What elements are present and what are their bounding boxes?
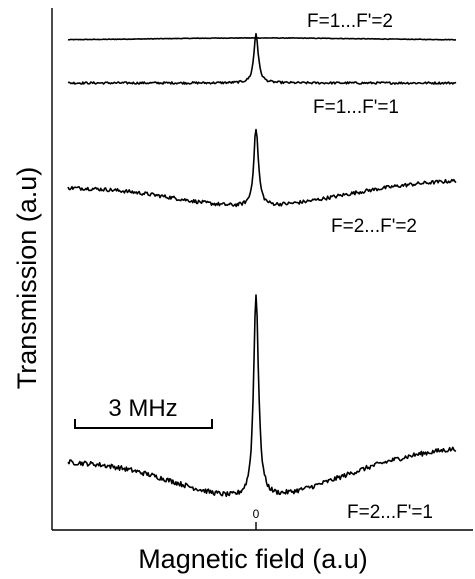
y-axis-label: Transmission (a.u) — [12, 167, 42, 390]
scale-bar-label: 3 MHz — [108, 395, 177, 422]
series-trace-2 — [67, 32, 457, 85]
series-label-2: F=1...F'=1 — [313, 97, 399, 118]
series-label-1: F=1...F'=2 — [307, 11, 393, 32]
series-trace-4 — [67, 294, 457, 498]
series-trace-1 — [67, 36, 457, 41]
series-label-3: F=2...F'=2 — [331, 216, 417, 237]
x-axis-label: Magnetic field (a.u) — [138, 544, 368, 574]
series-label-4: F=2...F'=1 — [347, 502, 433, 523]
series-trace-3 — [67, 128, 457, 208]
scale-bar — [74, 419, 213, 429]
x-tick-label-zero: 0 — [253, 507, 260, 521]
